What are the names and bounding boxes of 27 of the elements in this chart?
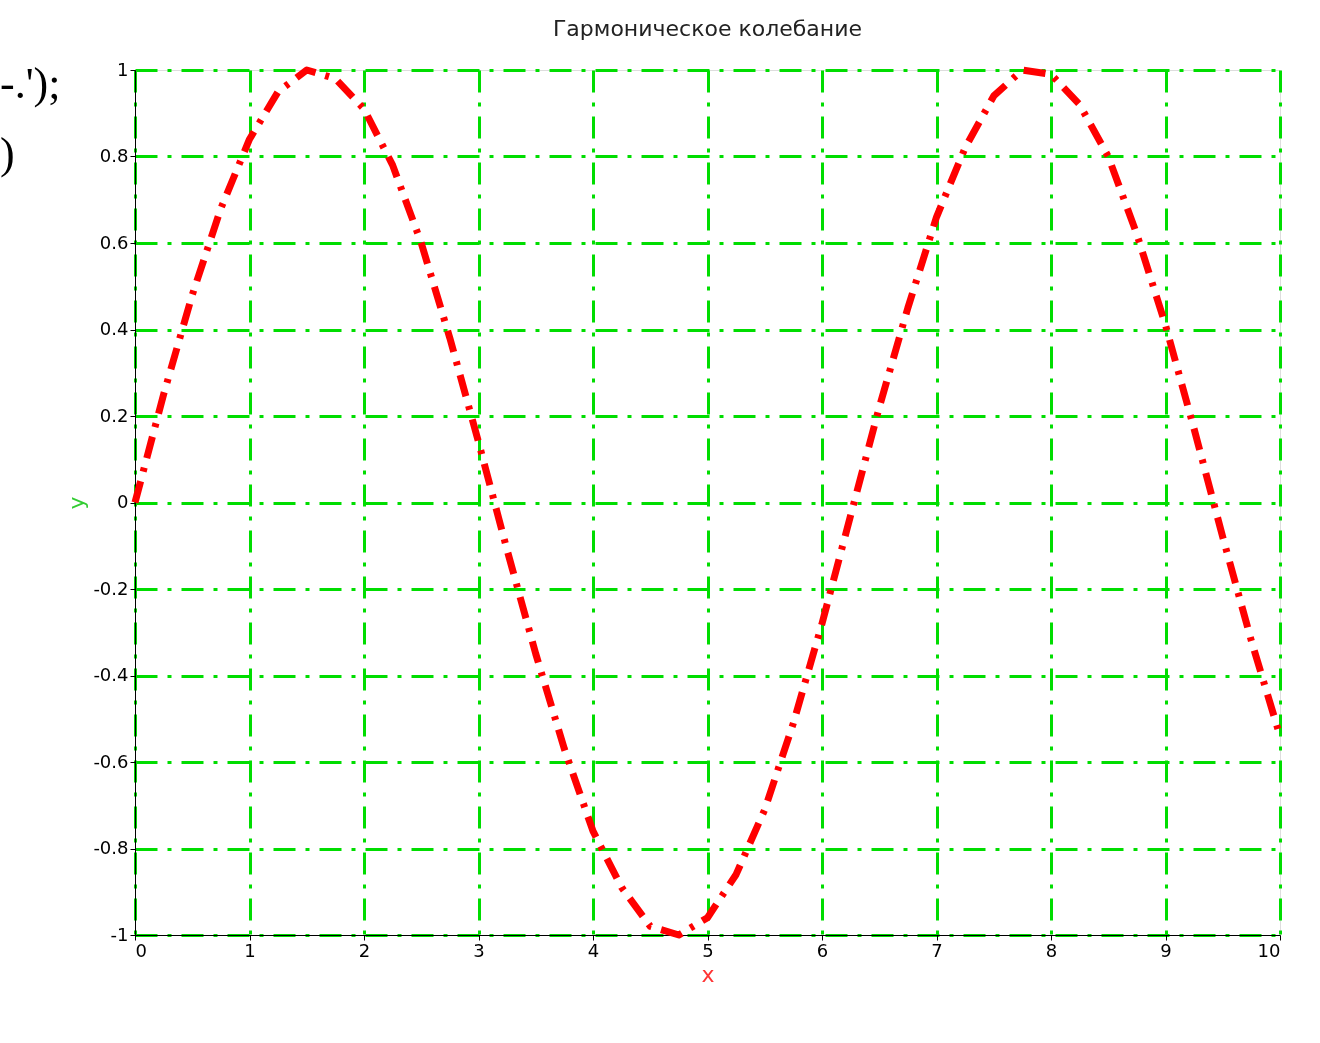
- y-tick-label: 0.4: [99, 318, 129, 339]
- y-tick-label: -0.2: [93, 577, 129, 599]
- text: -.');: [0, 59, 61, 108]
- x-tick-label: 8: [1045, 939, 1058, 961]
- y-tick-label: 0.2: [99, 404, 129, 426]
- x-axis-title: x: [701, 961, 715, 987]
- chart-title: Гармоническое колебание: [552, 16, 863, 41]
- y-tick-label: -0.8: [93, 837, 129, 858]
- x-tick-label: 9: [1160, 939, 1172, 961]
- x-tick-label: 4: [587, 939, 600, 961]
- text: ): [0, 129, 15, 178]
- x-tick-label: 5: [702, 939, 714, 961]
- x-tick-label: 10: [1257, 939, 1281, 961]
- y-tick-label: -0.6: [93, 750, 129, 772]
- x-tick-label: 6: [816, 939, 829, 961]
- x-tick-label: 2: [358, 939, 371, 961]
- x-tick-label: 1: [244, 939, 256, 961]
- y-tick-label: 0: [117, 491, 129, 512]
- y-tick-label: 1: [117, 58, 129, 80]
- y-tick-label: -1: [110, 923, 129, 945]
- x-tick-label: 7: [931, 939, 943, 961]
- y-tick-label: 0.6: [99, 231, 129, 253]
- y-tick-label: 0.8: [99, 145, 129, 166]
- y-axis-title: y: [64, 496, 90, 510]
- y-tick-label: -0.4: [93, 664, 129, 685]
- x-tick-label: 0: [135, 939, 147, 961]
- x-tick-label: 3: [473, 939, 485, 961]
